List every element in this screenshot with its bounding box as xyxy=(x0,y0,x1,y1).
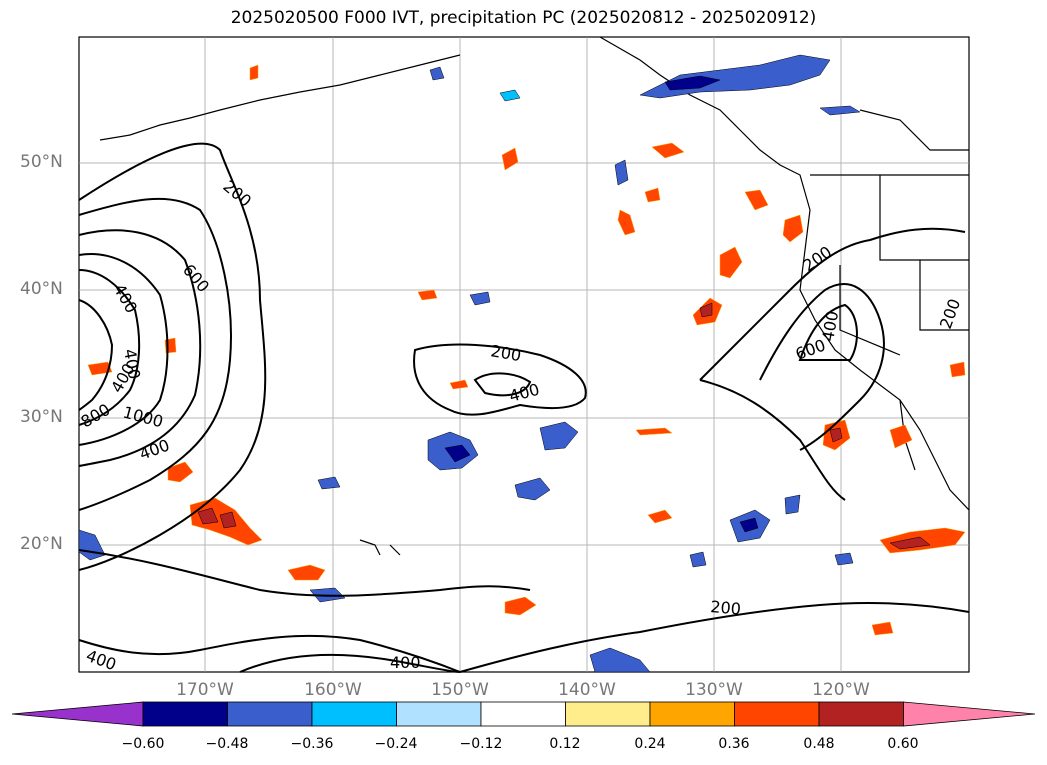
lat-label: 40°N xyxy=(20,279,63,299)
negative-pc-patches xyxy=(78,54,861,673)
colorbar-tick: −0.36 xyxy=(290,736,334,752)
colorbar-tick: 0.36 xyxy=(718,736,750,752)
map-title: 2025020500 F000 IVT, precipitation PC (2… xyxy=(230,8,817,28)
colorbar-segment xyxy=(311,701,397,727)
colorbar-segment xyxy=(227,701,313,727)
lon-label: 160°W xyxy=(304,680,362,700)
colorbar-extend-min xyxy=(11,701,144,727)
colorbar-segment xyxy=(396,701,482,727)
map-frame xyxy=(78,36,970,673)
ivt-contours xyxy=(78,142,970,673)
colorbar-tick: 0.24 xyxy=(634,736,666,752)
lon-label: 150°W xyxy=(431,680,489,700)
lon-label: 130°W xyxy=(685,680,743,700)
colorbar-tick: −0.48 xyxy=(205,736,249,752)
lon-label: 120°W xyxy=(812,680,870,700)
colorbar-tick: −0.60 xyxy=(121,736,165,752)
lon-label: 140°W xyxy=(558,680,616,700)
lat-label: 50°N xyxy=(20,152,63,172)
colorbar-segment xyxy=(565,701,651,727)
colorbar-tick: 0.48 xyxy=(803,736,835,752)
colorbar-segment xyxy=(649,701,735,727)
contour-label: 200 xyxy=(710,597,742,619)
colorbar xyxy=(11,701,1036,727)
colorbar-segment xyxy=(480,701,566,727)
colorbar-segment xyxy=(734,701,820,727)
lat-label: 20°N xyxy=(20,534,63,554)
colorbar-tick: −0.24 xyxy=(374,736,418,752)
colorbar-tick: 0.12 xyxy=(549,736,581,752)
positive-pc-patches xyxy=(87,64,966,636)
colorbar-segment xyxy=(818,701,904,727)
lat-label: 30°N xyxy=(20,407,63,427)
colorbar-tick: −0.12 xyxy=(459,736,503,752)
coastlines xyxy=(99,36,970,556)
lon-label: 170°W xyxy=(176,680,234,700)
contour-label: 400 xyxy=(390,653,421,672)
colorbar-tick: 0.60 xyxy=(887,736,919,752)
colorbar-extend-max xyxy=(903,701,1036,727)
colorbar-segment xyxy=(142,701,228,727)
